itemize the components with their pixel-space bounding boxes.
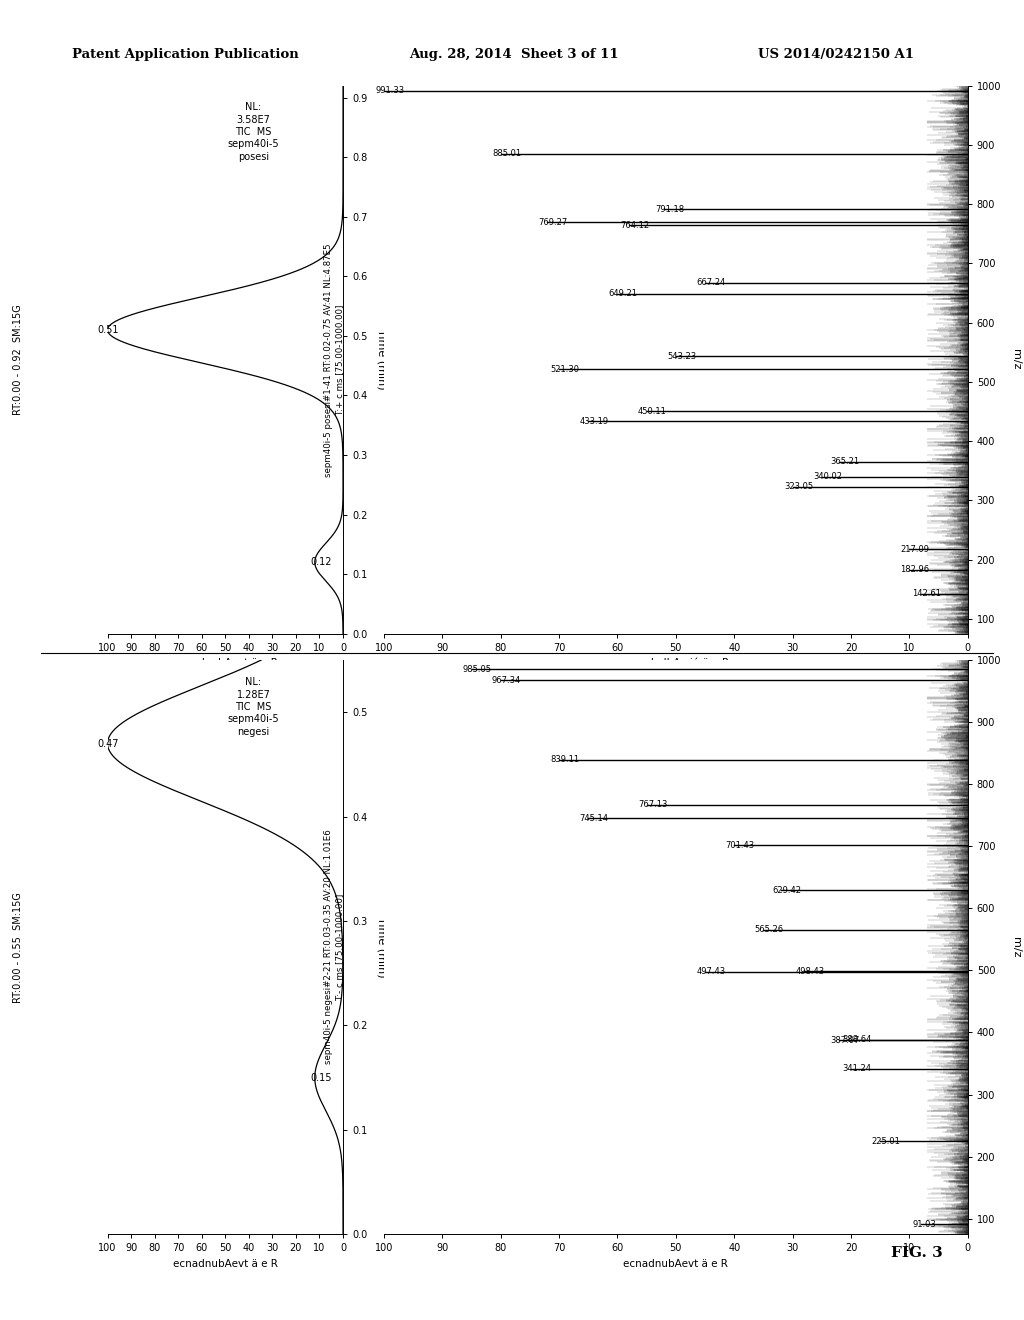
Text: 701.43: 701.43 bbox=[725, 841, 755, 850]
Text: 0.15: 0.15 bbox=[310, 1073, 332, 1082]
Text: 985.05: 985.05 bbox=[463, 665, 492, 673]
Text: FIG. 3: FIG. 3 bbox=[891, 1246, 943, 1259]
Text: 791.18: 791.18 bbox=[655, 205, 684, 214]
Text: 450.11: 450.11 bbox=[638, 407, 667, 416]
Text: 341.24: 341.24 bbox=[842, 1064, 871, 1073]
Text: 433.19: 433.19 bbox=[580, 417, 608, 426]
Text: 769.27: 769.27 bbox=[539, 218, 568, 227]
Text: 667.24: 667.24 bbox=[696, 279, 726, 288]
Text: 521.30: 521.30 bbox=[550, 364, 580, 374]
Text: 629.42: 629.42 bbox=[772, 886, 801, 895]
Text: 967.34: 967.34 bbox=[492, 676, 521, 685]
Text: 217.09: 217.09 bbox=[900, 545, 930, 554]
Text: NL:
1.28E7
TIC  MS
sepm40i-5
negesi: NL: 1.28E7 TIC MS sepm40i-5 negesi bbox=[227, 677, 280, 737]
Text: 991.33: 991.33 bbox=[375, 86, 404, 95]
Text: 764.12: 764.12 bbox=[621, 220, 649, 230]
Text: 91.03: 91.03 bbox=[912, 1220, 936, 1229]
Text: 497.43: 497.43 bbox=[696, 968, 725, 977]
Y-axis label: Time (min): Time (min) bbox=[377, 330, 387, 389]
Text: 745.14: 745.14 bbox=[580, 813, 608, 822]
Text: 0.12: 0.12 bbox=[310, 557, 332, 568]
Text: 839.11: 839.11 bbox=[550, 755, 580, 764]
Text: RT:0.00 - 0.55  SM:15G: RT:0.00 - 0.55 SM:15G bbox=[13, 892, 23, 1002]
X-axis label: ecnadnubAevt ä e R: ecnadnubAevt ä e R bbox=[624, 1259, 728, 1269]
Text: 340.02: 340.02 bbox=[813, 473, 842, 482]
Y-axis label: Time (min): Time (min) bbox=[377, 917, 387, 977]
Text: 0.47: 0.47 bbox=[98, 738, 120, 748]
X-axis label: ecnadnubAevt ä e R: ecnadnubAevt ä e R bbox=[173, 1259, 278, 1269]
Text: 225.01: 225.01 bbox=[871, 1137, 900, 1146]
Y-axis label: m/z: m/z bbox=[1011, 937, 1021, 957]
Text: 323.05: 323.05 bbox=[783, 482, 813, 491]
Text: 885.01: 885.01 bbox=[492, 149, 521, 158]
Text: 649.21: 649.21 bbox=[608, 289, 638, 298]
Text: 142.61: 142.61 bbox=[912, 589, 941, 598]
Text: 565.26: 565.26 bbox=[755, 925, 783, 935]
Text: 387.07: 387.07 bbox=[830, 1036, 860, 1045]
Text: 0.51: 0.51 bbox=[98, 325, 120, 335]
Text: sepm40i-5 posesi#1-41 RT:0.02-0.75 AV:41 NL:4.87E5
T:+ c ms [75.00-1000.00]: sepm40i-5 posesi#1-41 RT:0.02-0.75 AV:41… bbox=[325, 243, 344, 477]
Text: 543.23: 543.23 bbox=[667, 352, 696, 360]
X-axis label: ecnadn łbAe iń ä e R: ecnadn łbAe iń ä e R bbox=[623, 659, 729, 668]
Text: RT:0.00 - 0.92  SM:15G: RT:0.00 - 0.92 SM:15G bbox=[13, 305, 23, 414]
Text: sepm40i-5 negesi#2-21 RT:0.03-0.35 AV:20 NL:1.01E6
T:- c ms [75.00-1000.00]: sepm40i-5 negesi#2-21 RT:0.03-0.35 AV:20… bbox=[325, 830, 344, 1064]
Text: 182.96: 182.96 bbox=[900, 565, 930, 574]
Text: Aug. 28, 2014  Sheet 3 of 11: Aug. 28, 2014 Sheet 3 of 11 bbox=[410, 48, 620, 61]
Text: Patent Application Publication: Patent Application Publication bbox=[72, 48, 298, 61]
Text: US 2014/0242150 A1: US 2014/0242150 A1 bbox=[758, 48, 913, 61]
X-axis label: ecnadnubAevt ä e R: ecnadnubAevt ä e R bbox=[173, 659, 278, 668]
Text: 498.43: 498.43 bbox=[796, 966, 824, 975]
Text: 767.13: 767.13 bbox=[638, 800, 668, 809]
Y-axis label: m/z: m/z bbox=[1011, 350, 1021, 370]
Text: 365.21: 365.21 bbox=[830, 457, 859, 466]
Text: 388.64: 388.64 bbox=[842, 1035, 871, 1044]
Text: NL:
3.58E7
TIC  MS
sepm40i-5
posesi: NL: 3.58E7 TIC MS sepm40i-5 posesi bbox=[227, 102, 280, 162]
